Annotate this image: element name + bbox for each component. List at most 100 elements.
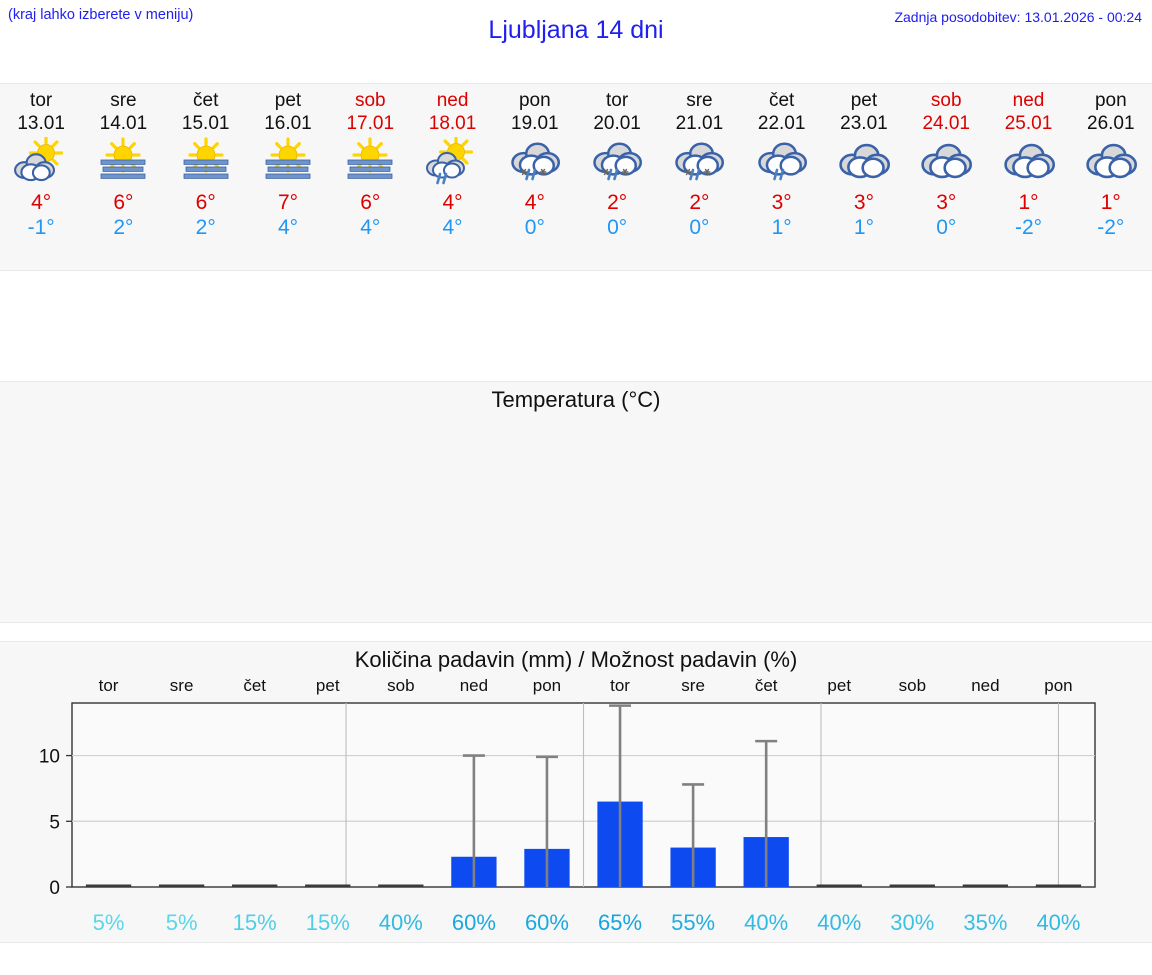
precipitation-probability-label: 15% — [233, 910, 277, 935]
day-date: 19.01 — [511, 113, 559, 134]
min-temperature: 0° — [524, 216, 545, 239]
min-temperature: 2° — [113, 216, 134, 239]
day-date: 16.01 — [264, 113, 312, 134]
min-temperature: 1° — [853, 216, 874, 239]
day-column[interactable]: tor 13.01 4° -1° — [0, 84, 82, 270]
temperature-chart-title: Temperatura (°C) — [491, 387, 661, 412]
max-temperature: 1° — [1018, 191, 1039, 214]
sun-cloud-rain-icon — [425, 137, 473, 185]
precipitation-chart-svg: tor sre čet pet sob ned pon tor sre čet pet sob ned p… — [39, 676, 1096, 935]
precipitation-probability-label: 65% — [598, 910, 642, 935]
precipitation-probability-label: 60% — [452, 910, 496, 935]
max-temperature: 4° — [524, 191, 545, 214]
sun-fog-icon — [347, 137, 393, 179]
day-date: 22.01 — [757, 113, 806, 134]
day-column[interactable]: pet 23.01 3° 1° — [823, 84, 905, 270]
cloud-rain-snow-icon — [675, 142, 725, 181]
day-name: sob — [354, 90, 386, 111]
min-temperature: -2° — [1097, 216, 1125, 239]
page-header: (kraj lahko izberete v meniju) Ljubljana… — [0, 0, 1152, 62]
day-column[interactable]: pon 19.01 4° 0° — [494, 84, 576, 270]
day-column[interactable]: tor 20.01 2° 0° — [576, 84, 658, 270]
min-temperature: -2° — [1014, 216, 1043, 239]
precipitation-probability-label: 60% — [525, 910, 569, 935]
precip-day-label: ned — [971, 676, 999, 695]
precipitation-bar — [1035, 884, 1082, 887]
day-name: pon — [518, 90, 551, 111]
max-temperature: 2° — [607, 191, 628, 214]
precipitation-bar — [816, 884, 862, 887]
min-temperature: 4° — [277, 216, 299, 239]
precipitation-bar — [378, 884, 424, 887]
precip-day-label: sre — [170, 676, 194, 695]
day-column[interactable]: pet 16.01 7° 4° — [247, 84, 329, 270]
day-date: 15.01 — [181, 113, 230, 134]
min-temperature: -1° — [27, 216, 55, 239]
day-name: sre — [110, 90, 137, 111]
day-column[interactable]: sob 24.01 3° 0° — [905, 84, 987, 270]
day-name: tor — [30, 90, 53, 111]
day-column[interactable]: sre 14.01 6° 2° — [82, 84, 164, 270]
last-updated-text: Zadnja posodobitev: 13.01.2026 - 00:24 — [894, 9, 1142, 25]
day-name: pon — [1094, 90, 1127, 111]
day-column[interactable]: sre 21.01 2° 0° — [658, 84, 740, 270]
precip-y-tick: 0 — [49, 878, 60, 899]
max-temperature: 4° — [442, 191, 463, 214]
menu-hint-text: (kraj lahko izberete v meniju) — [8, 7, 194, 23]
max-temperature: 1° — [1100, 191, 1121, 214]
day-date: 24.01 — [922, 113, 970, 134]
day-column[interactable]: čet 15.01 6° 2° — [165, 84, 247, 270]
cloud-rain-snow-icon — [511, 142, 560, 181]
day-column[interactable]: ned 25.01 1° -2° — [987, 84, 1069, 270]
day-date: 14.01 — [99, 113, 148, 134]
precip-day-label: sob — [899, 676, 926, 695]
precipitation-probability-label: 30% — [890, 910, 934, 935]
precipitation-bar — [232, 884, 278, 887]
day-date: 25.01 — [1004, 113, 1053, 134]
sun-fog-icon — [183, 137, 229, 179]
day-date: 21.01 — [675, 113, 724, 134]
precip-day-label: sob — [387, 676, 414, 695]
sun-fog-icon — [265, 137, 311, 179]
precip-day-label: pon — [1044, 676, 1072, 695]
precip-day-label: sre — [681, 676, 705, 695]
precipitation-chart-section: Količina padavin (mm) / Možnost padavin … — [0, 641, 1152, 943]
precipitation-chart-title: Količina padavin (mm) / Možnost padavin … — [354, 647, 798, 672]
max-temperature: 6° — [195, 191, 216, 214]
day-date: 26.01 — [1087, 113, 1135, 134]
page-title: Ljubljana 14 dni — [488, 16, 664, 44]
day-name: tor — [606, 90, 629, 111]
precip-day-label: ned — [460, 676, 488, 695]
day-column[interactable]: sob 17.01 6° 4° — [329, 84, 411, 270]
sun-behind-cloud-icon — [14, 137, 64, 182]
min-temperature: 0° — [689, 216, 710, 239]
precipitation-probability-label: 5% — [166, 910, 198, 935]
day-date: 23.01 — [840, 113, 888, 134]
precipitation-bar — [962, 884, 1009, 887]
precip-y-tick: 5 — [49, 812, 60, 833]
day-name: pet — [850, 90, 878, 111]
precip-day-label: čet — [243, 676, 266, 695]
min-temperature: 2° — [195, 216, 216, 239]
day-column[interactable]: ned 18.01 4° 4° — [411, 84, 493, 270]
precipitation-probability-label: 40% — [744, 910, 788, 935]
max-temperature: 7° — [277, 191, 299, 214]
day-name: čet — [193, 90, 219, 111]
sun-fog-icon — [101, 137, 146, 179]
precipitation-probability-label: 35% — [963, 910, 1007, 935]
max-temperature: 4° — [31, 191, 52, 214]
cloud-icon — [1086, 143, 1137, 179]
day-column[interactable]: čet 22.01 3° 1° — [741, 84, 823, 270]
day-column[interactable]: pon 26.01 1° -2° — [1070, 84, 1152, 270]
precipitation-probability-label: 15% — [306, 910, 350, 935]
cloud-icon — [921, 143, 973, 179]
precipitation-bar — [85, 884, 132, 887]
precip-day-label: tor — [610, 676, 630, 695]
precip-day-label: čet — [755, 676, 778, 695]
precip-day-label: pon — [533, 676, 561, 695]
cloud-icon — [839, 143, 890, 179]
day-name: ned — [1012, 90, 1045, 111]
min-temperature: 1° — [771, 216, 792, 239]
